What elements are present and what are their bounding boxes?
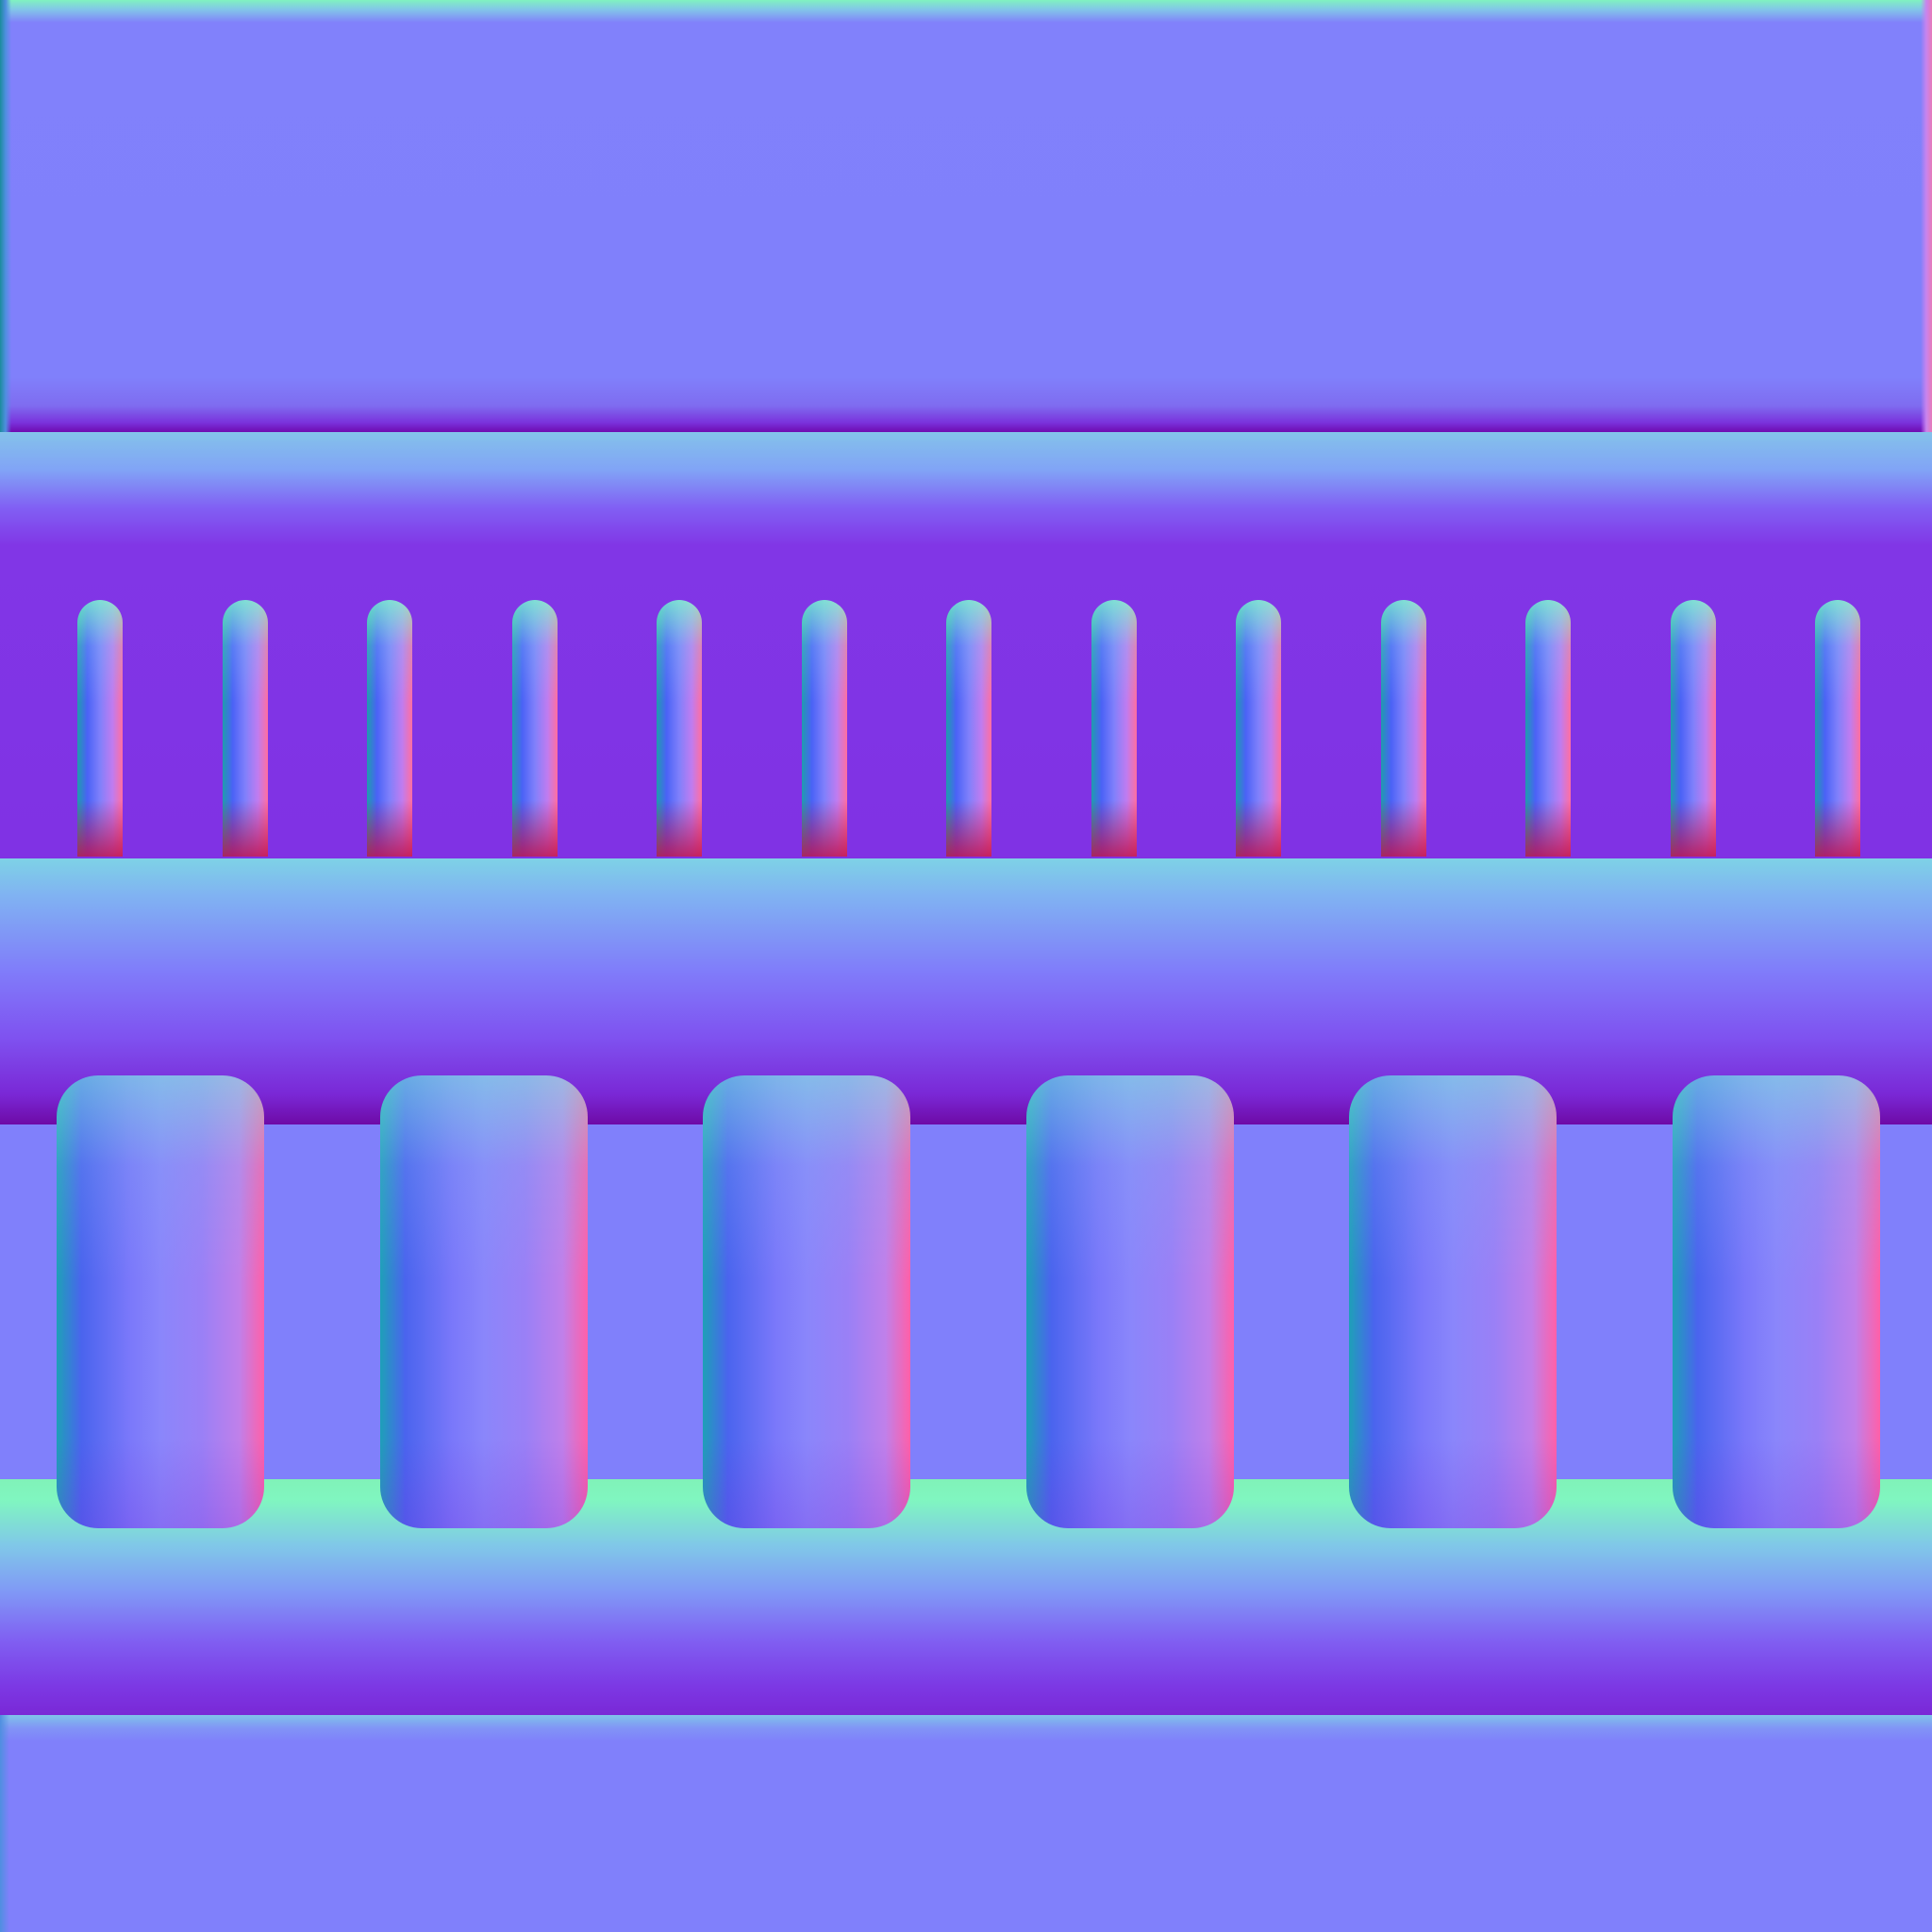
peg xyxy=(367,600,412,857)
top-panel-left-bevel xyxy=(0,0,11,432)
peg xyxy=(1525,600,1571,857)
peg xyxy=(1381,600,1426,857)
pill xyxy=(1026,1075,1234,1528)
peg xyxy=(1091,600,1137,857)
peg xyxy=(1236,600,1281,857)
top-panel-right-bevel xyxy=(1921,0,1932,432)
peg xyxy=(223,600,268,857)
peg xyxy=(1671,600,1716,857)
top-flat-panel xyxy=(0,0,1932,432)
bottom-flat-panel xyxy=(0,1715,1932,1932)
pill xyxy=(380,1075,588,1528)
peg xyxy=(946,600,991,857)
peg xyxy=(802,600,847,857)
upper-rounded-rail xyxy=(0,858,1932,1124)
pill xyxy=(703,1075,910,1528)
peg xyxy=(657,600,702,857)
lower-rounded-rail xyxy=(0,1479,1932,1715)
pill-strip-background xyxy=(0,1124,1932,1479)
pill xyxy=(1349,1075,1557,1528)
peg xyxy=(77,600,123,857)
peg xyxy=(1815,600,1860,857)
pill xyxy=(1673,1075,1880,1528)
peg xyxy=(512,600,558,857)
pill xyxy=(57,1075,264,1528)
bottom-panel-left-bevel xyxy=(0,1715,9,1932)
